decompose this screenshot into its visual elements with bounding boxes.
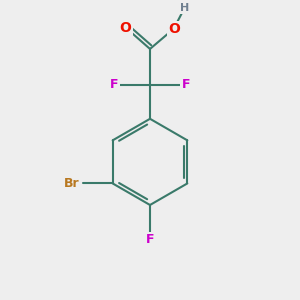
Text: F: F xyxy=(182,78,190,91)
Text: O: O xyxy=(120,20,132,34)
Text: F: F xyxy=(110,78,118,91)
Text: H: H xyxy=(180,3,189,13)
Text: Br: Br xyxy=(64,177,80,190)
Text: F: F xyxy=(146,233,154,246)
Text: O: O xyxy=(168,22,180,36)
